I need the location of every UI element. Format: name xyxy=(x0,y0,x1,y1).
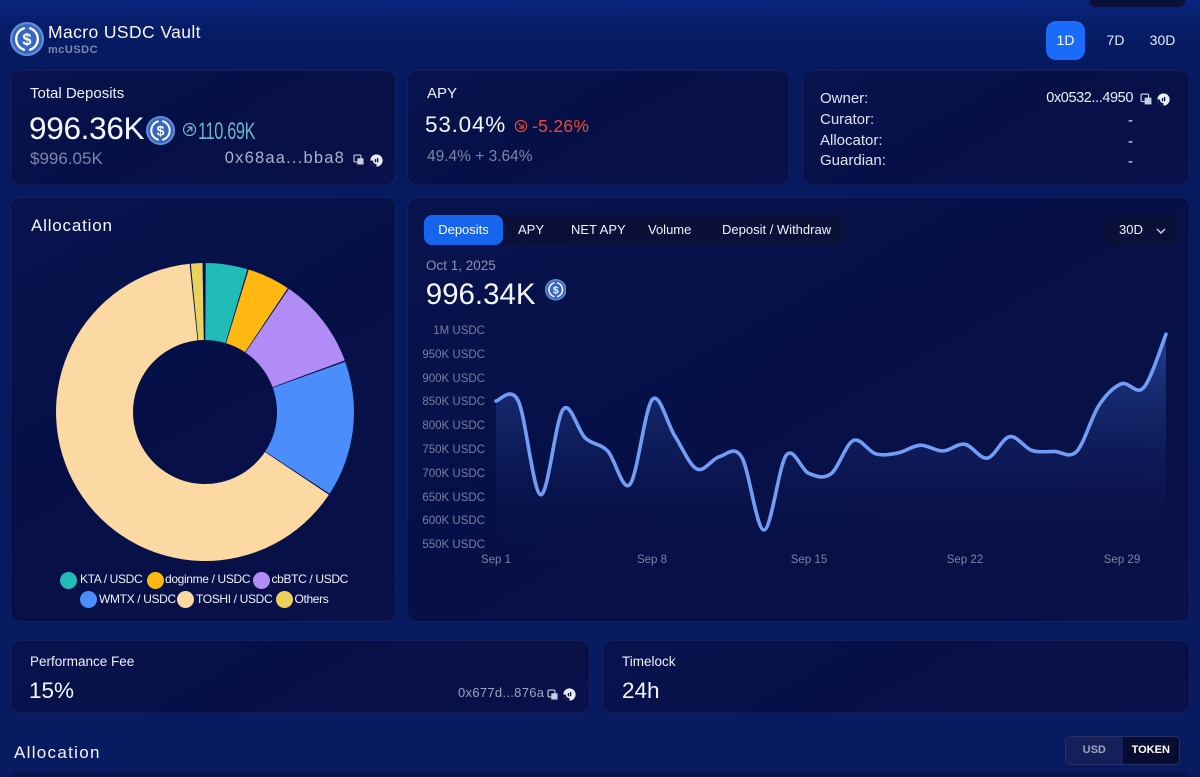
svg-text:$: $ xyxy=(156,122,164,138)
svg-text:$: $ xyxy=(552,286,558,297)
svg-text:$: $ xyxy=(22,31,31,49)
